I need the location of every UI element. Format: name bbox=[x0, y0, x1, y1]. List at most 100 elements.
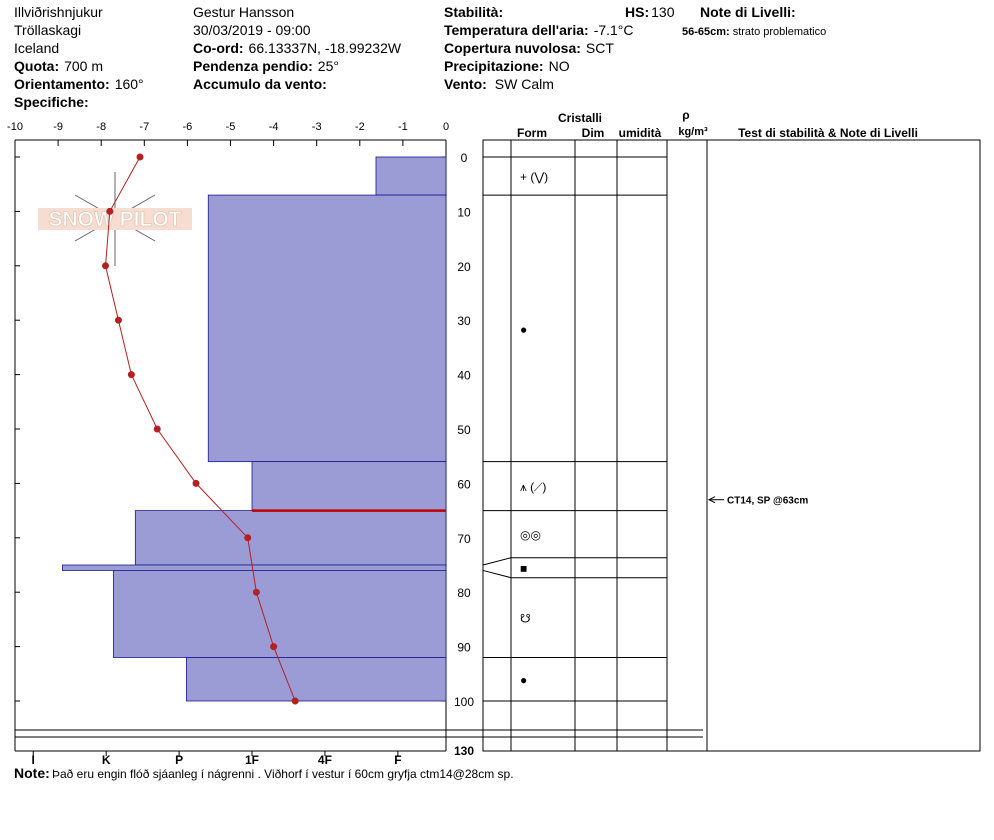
value: 130 bbox=[651, 4, 675, 20]
temperature-point bbox=[114, 316, 122, 324]
label: Precipitazione: bbox=[444, 58, 544, 74]
column-header: umidità bbox=[619, 126, 662, 140]
temperature-point bbox=[153, 425, 161, 433]
column-header: kg/m³ bbox=[678, 126, 708, 138]
coord: Co-ord: 66.13337N, -18.99232W bbox=[193, 40, 402, 56]
column-header: Dim bbox=[582, 126, 605, 140]
y-tick-label: 10 bbox=[457, 205, 471, 219]
hs-label: 130 bbox=[454, 744, 474, 758]
slope: Pendenza pendio: 25° bbox=[193, 58, 339, 74]
grain-form: ● bbox=[520, 673, 527, 687]
y-tick-label: 40 bbox=[457, 369, 471, 383]
value: NO bbox=[549, 58, 570, 74]
test-label: CT14, SP @63cm bbox=[727, 496, 808, 507]
air-temp: Temperatura dell'aria: -7.1°C bbox=[444, 22, 634, 38]
hardness-bar bbox=[185, 657, 447, 702]
y-tick-label: 20 bbox=[457, 260, 471, 274]
value: SCT bbox=[586, 40, 614, 56]
label: 56-65cm: bbox=[682, 26, 730, 38]
axis-break bbox=[15, 729, 703, 738]
x-tick-label: 0 bbox=[443, 121, 449, 133]
location: Tröllaskagi bbox=[14, 22, 81, 38]
hardness-tick-label: F bbox=[394, 753, 401, 767]
grain-form: ☋ bbox=[520, 612, 531, 626]
temperature-point bbox=[106, 207, 114, 215]
x-tick-label: -9 bbox=[53, 121, 63, 133]
hardness-bar bbox=[207, 194, 447, 463]
hardness-bar bbox=[62, 564, 447, 571]
aspect: Orientamento: 160° bbox=[14, 76, 144, 92]
location: Iceland bbox=[14, 40, 59, 56]
hardness-tick-label: 4F bbox=[318, 753, 332, 767]
value: 25° bbox=[318, 58, 339, 74]
stability-label: Stabilità: bbox=[444, 4, 503, 20]
layer-boundary bbox=[482, 569, 512, 579]
temperature-point bbox=[127, 371, 135, 379]
y-tick-label: 80 bbox=[457, 586, 471, 600]
x-tick-label: -8 bbox=[96, 121, 106, 133]
column-header: ρ bbox=[682, 108, 689, 122]
logo: SNOW PILOT bbox=[38, 172, 192, 266]
value: strato problematico bbox=[733, 26, 827, 38]
cloud: Copertura nuvolosa: SCT bbox=[444, 40, 614, 56]
hardness-bar bbox=[113, 570, 447, 658]
x-tick-label: -6 bbox=[183, 121, 193, 133]
label: Quota: bbox=[14, 58, 59, 74]
column-header: Cristalli bbox=[558, 111, 602, 125]
temperature-point bbox=[291, 697, 299, 705]
x-tick-label: -3 bbox=[312, 121, 322, 133]
note-text: Það eru engin flóð sjáanleg í nágrenni .… bbox=[52, 767, 514, 781]
altitude: Quota: 700 m bbox=[14, 58, 103, 74]
x-tick-label: -2 bbox=[355, 121, 365, 133]
temperature-point bbox=[136, 153, 144, 161]
temperature-point bbox=[102, 262, 110, 270]
y-tick-label: 70 bbox=[457, 532, 471, 546]
grain-form: ■ bbox=[520, 562, 527, 576]
label: Orientamento: bbox=[14, 76, 110, 92]
wind-loading-label: Accumulo da vento: bbox=[193, 76, 327, 92]
hardness-tick-label: K bbox=[102, 753, 111, 767]
value: 700 m bbox=[64, 58, 103, 74]
temperature-point bbox=[192, 479, 200, 487]
hardness-tick-label: 1F bbox=[245, 753, 259, 767]
hardness-bar bbox=[375, 156, 447, 196]
datetime: 30/03/2019 - 09:00 bbox=[193, 22, 311, 38]
test-arrowhead bbox=[707, 496, 716, 504]
x-tick-label: -7 bbox=[139, 121, 149, 133]
grain-form: + (⋁) bbox=[520, 170, 548, 184]
hardness-tick-label: I bbox=[32, 753, 35, 767]
layer-note: 56-65cm: strato problematico bbox=[682, 26, 826, 38]
y-tick-label: 100 bbox=[454, 695, 474, 709]
y-tick-label: 0 bbox=[461, 151, 468, 165]
grain-form: ◎◎ bbox=[520, 528, 541, 542]
value: 160° bbox=[115, 76, 144, 92]
y-tick-label: 30 bbox=[457, 314, 471, 328]
temperature-point bbox=[252, 588, 260, 596]
label: Temperatura dell'aria: bbox=[444, 22, 589, 38]
label: HS: bbox=[625, 4, 649, 20]
layer-boundary bbox=[482, 557, 512, 566]
value: SW Calm bbox=[495, 76, 554, 92]
precip: Precipitazione: NO bbox=[444, 58, 570, 74]
hardness-bar bbox=[134, 510, 447, 566]
hs: HS: 130 bbox=[625, 4, 675, 20]
y-tick-label: 60 bbox=[457, 477, 471, 491]
value: -7.1°C bbox=[594, 22, 634, 38]
label: Vento: bbox=[444, 76, 487, 92]
hardness-tick-label: P bbox=[175, 753, 183, 767]
x-tick-label: -4 bbox=[269, 121, 279, 133]
column-header: Form bbox=[517, 126, 547, 140]
label: Copertura nuvolosa: bbox=[444, 40, 581, 56]
observer: Gestur Hansson bbox=[193, 4, 294, 20]
label: Co-ord: bbox=[193, 40, 244, 56]
temperature-point bbox=[270, 643, 278, 651]
x-tick-label: -5 bbox=[226, 121, 236, 133]
y-tick-label: 90 bbox=[457, 641, 471, 655]
location: Illviðrishnjukur bbox=[14, 4, 103, 20]
logo-text: SNOW PILOT bbox=[49, 208, 182, 231]
specifics-label: Specifiche: bbox=[14, 94, 89, 110]
wind: Vento: SW Calm bbox=[444, 76, 554, 92]
label: Pendenza pendio: bbox=[193, 58, 313, 74]
temperature-point bbox=[244, 534, 252, 542]
